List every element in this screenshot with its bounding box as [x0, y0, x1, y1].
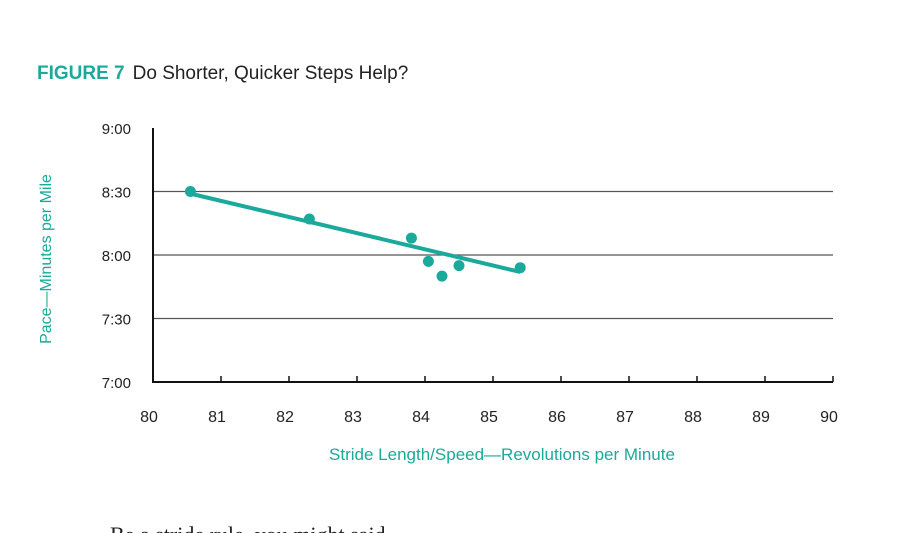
data-point — [303, 213, 315, 225]
figure-title: FIGURE 7 Do Shorter, Quicker Steps Help? — [37, 63, 408, 85]
x-tick-label: 89 — [752, 409, 770, 426]
y-tick-label: 9:00 — [102, 121, 131, 138]
data-point — [405, 232, 417, 244]
x-axis-title: Stride Length/Speed—Revolutions per Minu… — [329, 445, 675, 464]
x-tick-label: 88 — [684, 409, 702, 426]
y-tick-label: 8:00 — [102, 248, 131, 265]
grid-layer — [153, 190, 833, 320]
data-point — [436, 270, 448, 282]
body-text-cutoff: Be a stride rule, you might said — [110, 522, 386, 533]
x-tick-label: 86 — [548, 409, 566, 426]
data-point — [184, 186, 196, 197]
trend-layer — [189, 191, 521, 274]
data-point — [514, 262, 526, 274]
x-tick-label: 87 — [616, 409, 634, 426]
x-tick-label: 81 — [208, 409, 226, 426]
labels-layer: 80 81 82 83 84 85 86 87 88 89 90 7:00 7:30 8:00 8:30 9:… — [38, 121, 838, 464]
points-layer — [184, 186, 526, 282]
x-tick-label: 85 — [480, 409, 498, 426]
data-point — [453, 260, 465, 272]
y-tick-label: 7:00 — [102, 375, 131, 392]
x-tick-label: 90 — [820, 409, 838, 426]
x-tick-label: 84 — [412, 409, 430, 426]
y-tick-label: 8:30 — [102, 185, 131, 202]
figure-label: FIGURE 7 — [37, 63, 125, 84]
x-tick-label: 80 — [140, 409, 158, 426]
x-tick-label: 83 — [344, 409, 362, 426]
figure-title-text: Do Shorter, Quicker Steps Help? — [132, 63, 409, 84]
data-point — [422, 255, 434, 267]
y-tick-label: 7:30 — [102, 312, 131, 329]
y-axis-title: Pace—Minutes per Mile — [38, 174, 55, 344]
axes-layer — [152, 128, 834, 383]
x-tick-label: 82 — [276, 409, 294, 426]
trendline — [189, 191, 521, 274]
